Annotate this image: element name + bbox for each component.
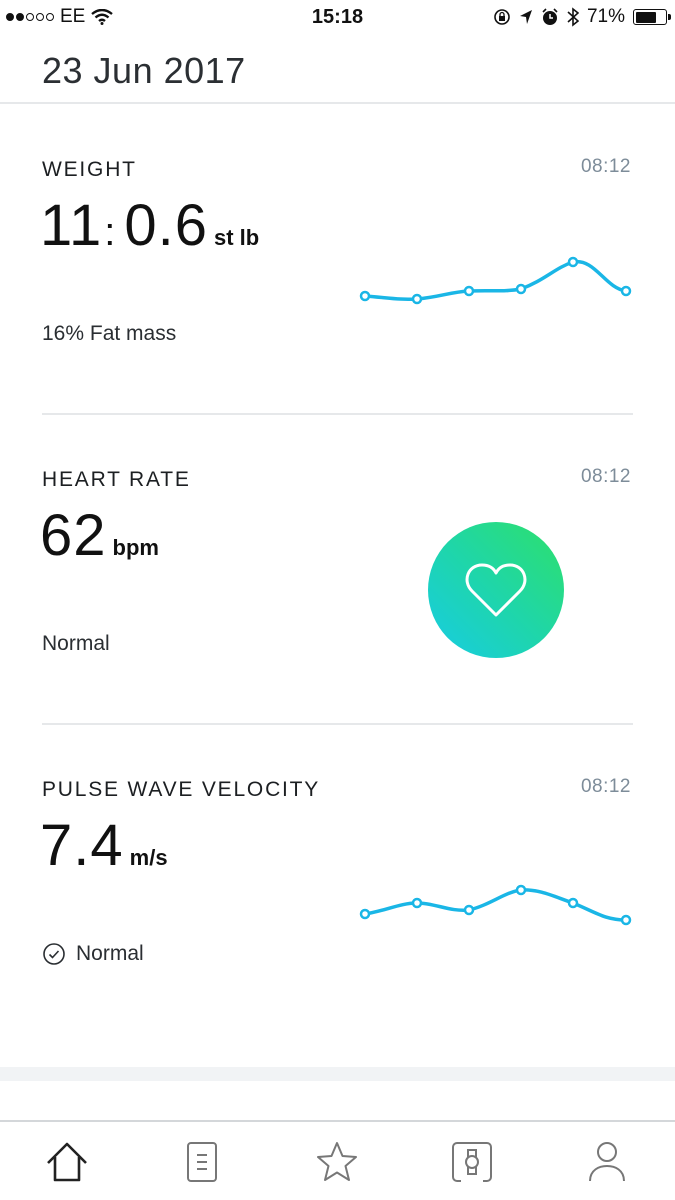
location-arrow-icon	[519, 10, 532, 24]
weight-card[interactable]: WEIGHT 08:12 11: 0.6 st lb 16% Fat mass	[0, 140, 675, 450]
watch-icon	[452, 1142, 492, 1182]
battery-icon	[633, 9, 671, 25]
value-unit: m/s	[129, 845, 168, 870]
pwv-status: Normal	[42, 942, 144, 966]
weight-value: 11: 0.6 st lb	[40, 192, 259, 259]
card-time: 08:12	[580, 776, 631, 797]
check-circle-icon	[43, 943, 65, 965]
heart-rate-value: 62 bpm	[40, 502, 159, 569]
carrier-name: EE	[60, 6, 86, 27]
page-title[interactable]: 23 Jun 2017	[42, 50, 246, 91]
card-label: PULSE WAVE VELOCITY	[42, 778, 321, 801]
tab-home[interactable]	[42, 1138, 92, 1186]
clock: 15:18	[311, 6, 364, 28]
card-label: WEIGHT	[42, 158, 137, 181]
card-time: 08:12	[580, 156, 631, 177]
card-label: HEART RATE	[42, 468, 191, 491]
tab-devices[interactable]	[447, 1138, 497, 1186]
divider	[42, 723, 633, 725]
star-icon	[317, 1142, 357, 1181]
weight-sparkline[interactable]	[350, 250, 645, 330]
home-icon	[47, 1142, 87, 1182]
value-unit: st lb	[213, 225, 260, 250]
fat-mass-text: 16% Fat mass	[42, 322, 177, 345]
rotation-lock-icon	[494, 9, 510, 25]
pwv-sparkline[interactable]	[350, 870, 645, 950]
date-header: 23 Jun 2017	[0, 40, 675, 104]
tab-programs[interactable]	[312, 1138, 362, 1186]
value-number: 7.4	[40, 813, 124, 878]
status-bar: EE 15:18 71%	[0, 0, 675, 36]
card-time: 08:12	[580, 466, 631, 487]
value-number: 11: 0.6	[40, 193, 208, 258]
heart-rate-status: Normal	[42, 632, 110, 655]
status-right: 71%	[493, 6, 671, 28]
status-left: EE	[6, 6, 114, 28]
tab-bar	[0, 1120, 675, 1200]
heart-badge[interactable]	[428, 522, 564, 658]
section-separator	[0, 1067, 675, 1081]
heart-icon	[465, 563, 527, 617]
tab-profile[interactable]	[582, 1138, 632, 1186]
tab-timeline[interactable]	[177, 1138, 227, 1186]
signal-strength-icon	[6, 13, 54, 21]
pulse-wave-velocity-card[interactable]: PULSE WAVE VELOCITY 08:12 7.4 m/s Normal	[0, 760, 675, 1070]
pwv-value: 7.4 m/s	[40, 812, 168, 879]
heart-rate-card[interactable]: HEART RATE 08:12 62 bpm Normal	[0, 450, 675, 760]
alarm-icon	[542, 8, 558, 25]
value-unit: bpm	[112, 535, 159, 560]
list-document-icon	[187, 1142, 217, 1182]
battery-percent: 71%	[586, 6, 625, 27]
value-number: 62	[40, 503, 107, 568]
bluetooth-icon	[567, 7, 579, 27]
divider	[42, 413, 633, 415]
user-icon	[589, 1142, 625, 1182]
wifi-icon	[91, 9, 114, 25]
